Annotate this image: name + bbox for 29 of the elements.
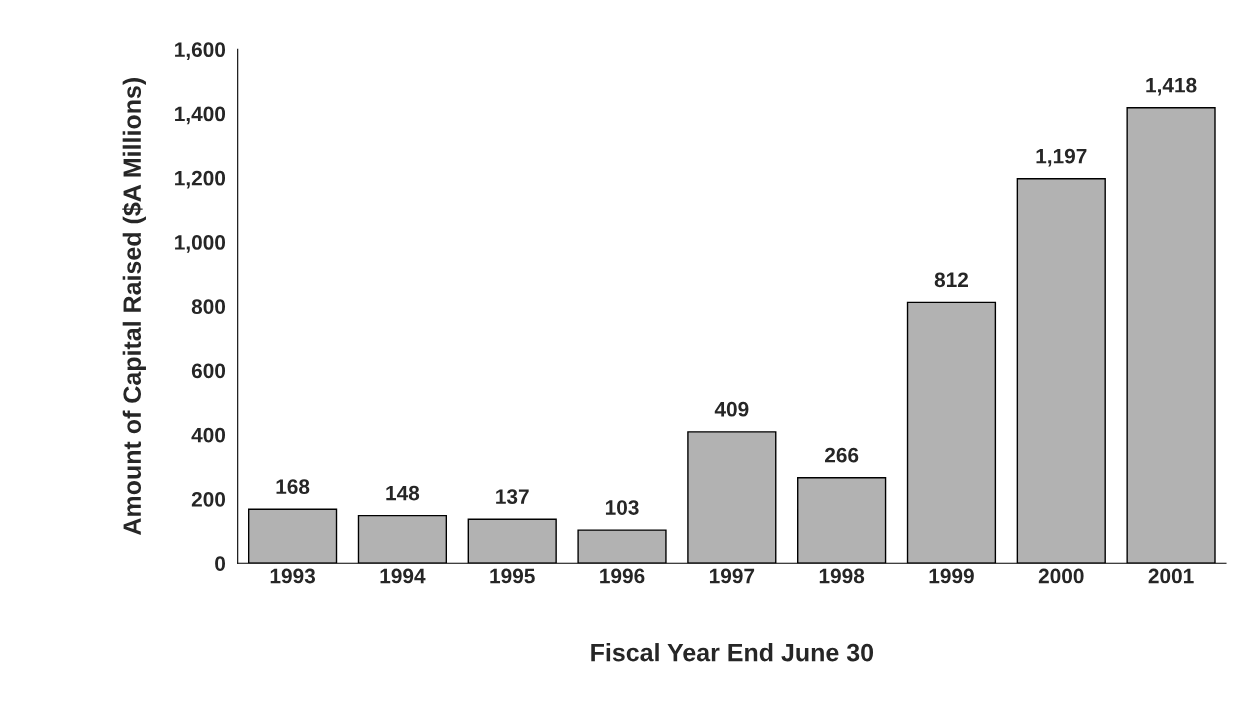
x-tick-label: 1996 [600,568,645,584]
data-label: 103 [605,500,639,515]
y-axis-title: Amount of Capital Raised ($A Millions) [122,78,146,536]
data-label: 409 [714,401,749,417]
data-label: 168 [276,479,310,495]
x-tick-label: 2000 [1038,568,1084,584]
y-tick-label: 1,200 [175,170,226,189]
data-label: 1,418 [1146,77,1197,96]
x-tick-label: 1998 [819,568,865,584]
data-label: 137 [496,489,529,504]
y-tick-label: 1,400 [175,106,226,125]
x-tick-label: 1994 [380,568,426,584]
data-label: 266 [824,447,859,463]
x-tick-label: 2001 [1148,568,1194,584]
x-axis-title: Fiscal Year End June 30 [591,643,874,662]
x-tick-label: 1995 [490,568,535,584]
data-label: 812 [934,272,968,288]
y-tick-label: 400 [191,427,226,443]
y-tick-label: 600 [191,363,226,379]
y-tick-label: 800 [191,299,226,314]
x-tick-label: 1997 [709,568,755,584]
y-tick-label: 1,000 [175,235,226,253]
data-label: 1,197 [1036,148,1087,167]
x-tick-label: 1993 [270,568,316,584]
data-label: 148 [386,485,420,501]
y-tick-label: 0 [215,556,226,571]
y-tick-label: 200 [191,491,226,507]
x-tick-label: 1999 [929,568,974,584]
y-tick-label: 1,600 [175,42,226,61]
